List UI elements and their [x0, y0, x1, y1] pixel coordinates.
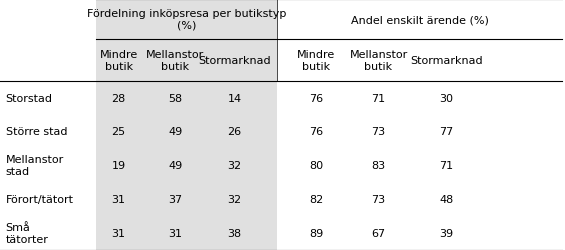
Text: 32: 32 [227, 161, 242, 170]
Text: 32: 32 [227, 194, 242, 204]
Text: 76: 76 [310, 127, 323, 137]
Text: Mindre
butik: Mindre butik [297, 50, 336, 72]
Text: 67: 67 [372, 228, 385, 238]
Text: Mindre
butik: Mindre butik [99, 50, 138, 72]
Text: Storstad: Storstad [6, 93, 53, 103]
Text: 26: 26 [227, 127, 242, 137]
Text: 31: 31 [112, 228, 125, 238]
Text: Stormarknad: Stormarknad [198, 56, 271, 66]
Text: 38: 38 [227, 228, 242, 238]
Text: 19: 19 [111, 161, 125, 170]
Text: 30: 30 [440, 93, 453, 103]
Text: Förort/tätort: Förort/tätort [6, 194, 73, 204]
Text: Mellanstor
stad: Mellanstor stad [6, 155, 64, 176]
Bar [96, 0, 277, 250]
Text: Fördelning inköpsresa per butikstyp
(%): Fördelning inköpsresa per butikstyp (%) [87, 9, 286, 31]
Text: Stormarknad: Stormarknad [410, 56, 483, 66]
Text: Mellanstor
butik: Mellanstor butik [349, 50, 408, 72]
Text: 89: 89 [309, 228, 324, 238]
Text: 49: 49 [168, 161, 182, 170]
Text: Större stad: Större stad [6, 127, 67, 137]
Text: 80: 80 [310, 161, 323, 170]
Text: Mellanstor
butik: Mellanstor butik [146, 50, 205, 72]
Text: 76: 76 [310, 93, 323, 103]
Text: 25: 25 [111, 127, 125, 137]
Text: 71: 71 [440, 161, 453, 170]
Text: 48: 48 [439, 194, 454, 204]
Text: 14: 14 [227, 93, 242, 103]
Text: 37: 37 [168, 194, 182, 204]
Text: Små
tätorter: Små tätorter [6, 222, 49, 244]
Text: 28: 28 [111, 93, 126, 103]
Text: Andel enskilt ärende (%): Andel enskilt ärende (%) [350, 15, 489, 25]
Text: 77: 77 [439, 127, 454, 137]
Text: 49: 49 [168, 127, 182, 137]
Text: 83: 83 [372, 161, 385, 170]
Text: 73: 73 [372, 194, 385, 204]
Text: 73: 73 [372, 127, 385, 137]
Text: 71: 71 [372, 93, 385, 103]
Text: 58: 58 [168, 93, 182, 103]
Text: 82: 82 [309, 194, 324, 204]
Text: 31: 31 [168, 228, 182, 238]
Text: 39: 39 [440, 228, 453, 238]
Text: 31: 31 [112, 194, 125, 204]
